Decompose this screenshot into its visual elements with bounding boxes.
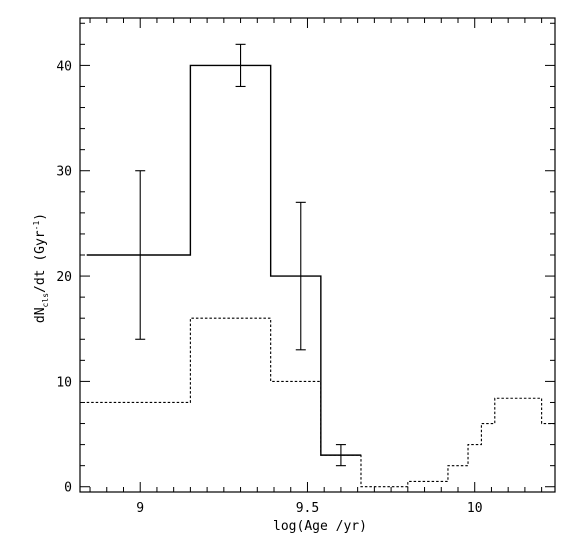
error-bars bbox=[135, 43, 346, 467]
y-axis-ticks: 0 10 20 30 40 bbox=[56, 22, 555, 496]
dotted-histogram-line bbox=[86, 317, 555, 488]
x-tick-label: 10 bbox=[467, 501, 483, 516]
y-tick-label: 30 bbox=[56, 165, 72, 180]
solid-histogram-line bbox=[86, 64, 361, 456]
y-tick-label: 40 bbox=[56, 59, 72, 74]
x-axis-label: log(Age /yr) bbox=[273, 519, 367, 534]
y-tick-label: 20 bbox=[56, 270, 72, 285]
x-tick-label: 9.5 bbox=[296, 501, 319, 516]
y-tick-label: 10 bbox=[56, 375, 72, 390]
series-group bbox=[86, 64, 555, 488]
x-axis-ticks: 9 9.5 10 bbox=[89, 18, 543, 516]
y-tick-label: 0 bbox=[64, 481, 72, 496]
x-tick-label: 9 bbox=[136, 501, 144, 516]
y-axis-label: dNcls/dt (Gyr-1) bbox=[32, 213, 50, 323]
